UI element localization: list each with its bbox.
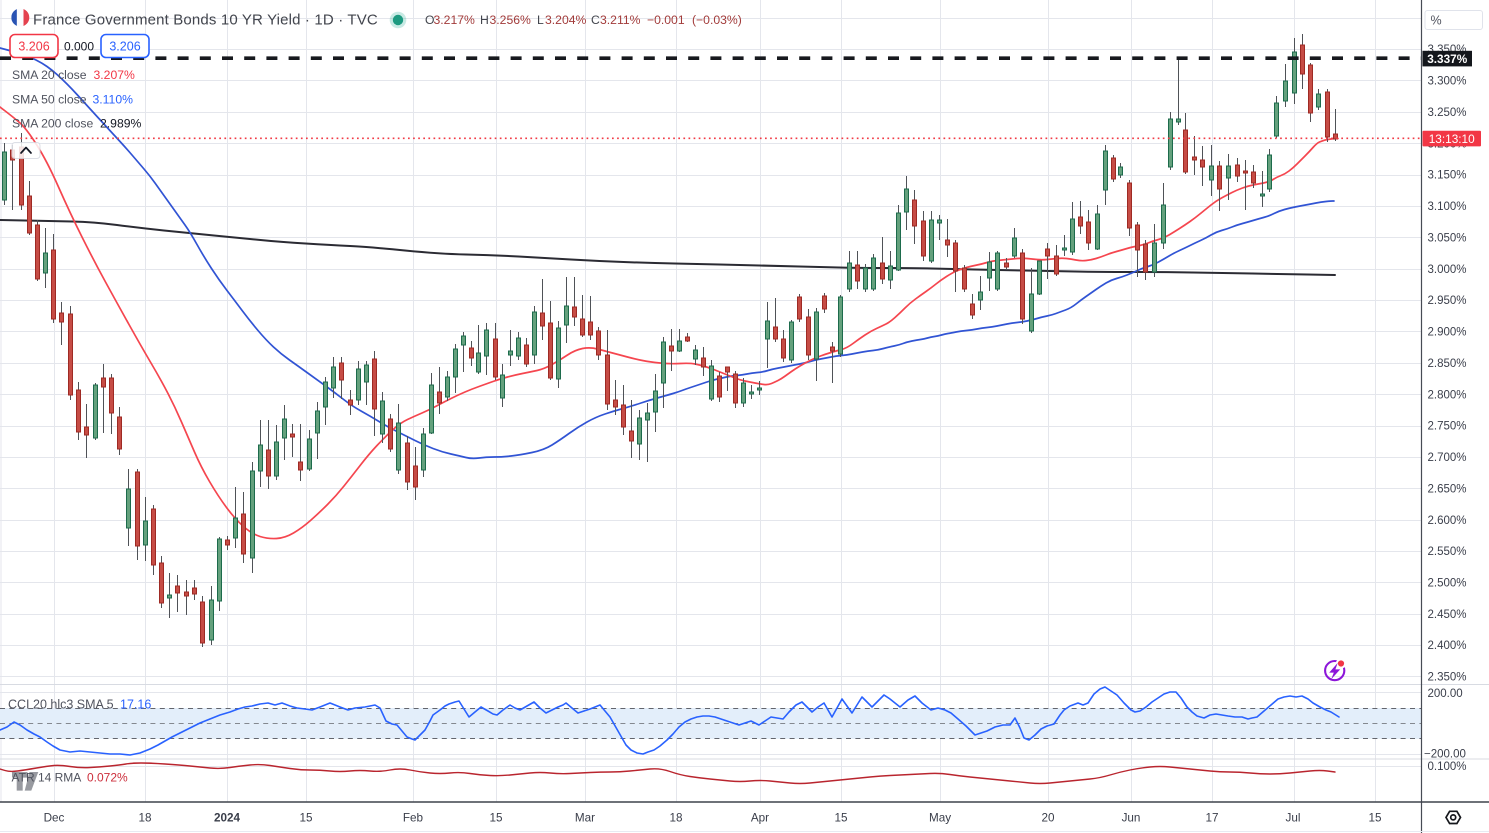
svg-text:3.206: 3.206 (109, 40, 140, 54)
svg-text:C: C (591, 13, 600, 27)
svg-text:2.800%: 2.800% (1428, 389, 1467, 401)
svg-text:15: 15 (489, 812, 503, 825)
svg-text:%: % (1431, 14, 1442, 28)
svg-text:0.072%: 0.072% (87, 771, 128, 785)
svg-text:3.150%: 3.150% (1428, 170, 1467, 182)
svg-text:3.000%: 3.000% (1428, 264, 1467, 276)
svg-text:3.256%: 3.256% (490, 13, 531, 27)
svg-text:2.989%: 2.989% (100, 116, 141, 130)
svg-text:17.16: 17.16 (120, 698, 151, 712)
svg-text:O: O (425, 13, 434, 27)
svg-text:15: 15 (834, 812, 848, 825)
svg-text:200.00: 200.00 (1428, 688, 1463, 700)
svg-text:3.211%: 3.211% (600, 13, 641, 27)
svg-text:3.337%: 3.337% (1427, 52, 1468, 66)
svg-text:18: 18 (669, 812, 682, 825)
svg-text:2.900%: 2.900% (1428, 327, 1467, 339)
svg-text:3.217%: 3.217% (434, 13, 475, 27)
svg-text:3.050%: 3.050% (1428, 232, 1467, 244)
svg-text:17: 17 (1205, 812, 1218, 825)
svg-text:13:13:10: 13:13:10 (1429, 132, 1475, 146)
svg-text:(−0.03%): (−0.03%) (692, 13, 742, 27)
svg-text:Jul: Jul (1286, 812, 1301, 825)
svg-text:2.700%: 2.700% (1428, 452, 1467, 464)
svg-text:0.100%: 0.100% (1428, 761, 1467, 773)
svg-text:SMA 50 close: SMA 50 close (12, 92, 87, 106)
svg-text:France Government Bonds 10 YR: France Government Bonds 10 YR Yield · 1D… (33, 12, 378, 29)
svg-text:3.204%: 3.204% (545, 13, 586, 27)
svg-text:15: 15 (299, 812, 313, 825)
svg-text:2.450%: 2.450% (1428, 609, 1467, 621)
svg-text:−0.001: −0.001 (647, 13, 685, 27)
svg-text:2.400%: 2.400% (1428, 640, 1467, 652)
svg-text:Dec: Dec (44, 812, 65, 825)
svg-text:0.000: 0.000 (64, 40, 94, 54)
svg-text:2.600%: 2.600% (1428, 515, 1467, 527)
svg-text:20: 20 (1041, 812, 1055, 825)
svg-text:−200.00: −200.00 (1424, 749, 1466, 761)
svg-text:2.950%: 2.950% (1428, 295, 1467, 307)
svg-text:Feb: Feb (403, 812, 424, 825)
svg-text:Mar: Mar (575, 812, 595, 825)
svg-text:SMA 20 close: SMA 20 close (12, 68, 87, 82)
svg-text:2.550%: 2.550% (1428, 546, 1467, 558)
svg-text:3.300%: 3.300% (1428, 76, 1467, 88)
svg-text:L: L (537, 13, 544, 27)
svg-text:2.350%: 2.350% (1428, 672, 1467, 684)
svg-text:Jun: Jun (1122, 812, 1141, 825)
svg-text:3.100%: 3.100% (1428, 201, 1467, 213)
svg-text:ATR 14 RMA: ATR 14 RMA (12, 771, 82, 785)
svg-text:3.250%: 3.250% (1428, 107, 1467, 119)
svg-text:CCI 20 hlc3 SMA 5: CCI 20 hlc3 SMA 5 (8, 698, 114, 712)
svg-text:2024: 2024 (214, 812, 241, 825)
svg-text:15: 15 (1368, 812, 1382, 825)
svg-text:3.206: 3.206 (18, 40, 49, 54)
svg-text:3.110%: 3.110% (93, 92, 134, 106)
svg-text:3.207%: 3.207% (94, 68, 135, 82)
svg-text:18: 18 (138, 812, 151, 825)
svg-text:2.500%: 2.500% (1428, 577, 1467, 589)
svg-text:Apr: Apr (751, 812, 769, 825)
svg-text:2.650%: 2.650% (1428, 483, 1467, 495)
svg-text:2.850%: 2.850% (1428, 358, 1467, 370)
svg-text:H: H (480, 13, 489, 27)
svg-text:May: May (929, 812, 951, 825)
svg-text:SMA 200 close: SMA 200 close (12, 116, 94, 130)
svg-text:2.750%: 2.750% (1428, 421, 1467, 433)
